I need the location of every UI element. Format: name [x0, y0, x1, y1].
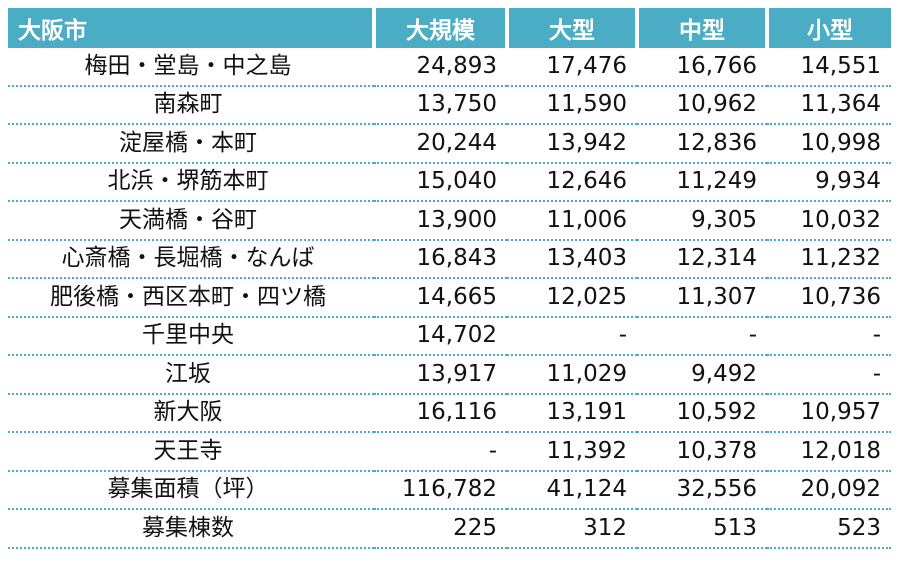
- table-row: 募集面積（坪） 116,782 41,124 32,556 20,092: [8, 470, 891, 510]
- area-name: 肥後橋・西区本町・四ツ橋: [8, 278, 374, 318]
- small-value: 10,032: [767, 201, 891, 241]
- medium-value: 12,836: [637, 124, 767, 164]
- area-name: 募集面積（坪）: [8, 470, 374, 510]
- medium-value: 10,962: [637, 85, 767, 125]
- large-scale-value: 20,244: [374, 124, 507, 164]
- table-body: 梅田・堂島・中之島 24,893 17,476 16,766 14,551 南森町 13,7…: [8, 48, 891, 549]
- medium-value: 10,378: [637, 432, 767, 472]
- table-row: 肥後橋・西区本町・四ツ橋 14,665 12,025 11,307 10,736: [8, 278, 891, 318]
- large-value: 41,124: [507, 470, 637, 510]
- header-small: 小型: [767, 8, 891, 48]
- area-name: 江坂: [8, 355, 374, 395]
- medium-value: 9,305: [637, 201, 767, 241]
- table-header-row: 大阪市 大規模 大型 中型 小型: [8, 8, 891, 48]
- small-value: 11,364: [767, 85, 891, 125]
- large-value: 11,392: [507, 432, 637, 472]
- small-value: 20,092: [767, 470, 891, 510]
- table-row: 淀屋橋・本町 20,244 13,942 12,836 10,998: [8, 124, 891, 164]
- small-value: 9,934: [767, 162, 891, 202]
- large-scale-value: -: [374, 432, 507, 472]
- large-value: 13,403: [507, 239, 637, 279]
- table-row: 天王寺 -11,392 10,378 12,018: [8, 432, 891, 472]
- large-value: 11,029: [507, 355, 637, 395]
- large-scale-value: 13,900: [374, 201, 507, 241]
- area-name: 天満橋・谷町: [8, 201, 374, 241]
- large-scale-value: 116,782: [374, 470, 507, 510]
- large-scale-value: 13,917: [374, 355, 507, 395]
- rent-table-container: 大阪市 大規模 大型 中型 小型 梅田・堂島・中之島 24,893 17,476 16…: [8, 8, 891, 549]
- small-value: 10,736: [767, 278, 891, 318]
- medium-value: 12,314: [637, 239, 767, 279]
- table-row: 募集棟数 225 312 513 523: [8, 509, 891, 549]
- medium-value: 11,307: [637, 278, 767, 318]
- table-row: 南森町 13,750 11,590 10,962 11,364: [8, 85, 891, 125]
- table-row: 北浜・堺筋本町 15,040 12,646 11,249 9,934: [8, 162, 891, 202]
- header-large-scale: 大規模: [374, 8, 509, 48]
- area-name: 千里中央: [8, 316, 374, 356]
- area-name: 北浜・堺筋本町: [8, 162, 374, 202]
- large-value: 11,590: [507, 85, 637, 125]
- small-value: -: [767, 316, 891, 356]
- large-scale-value: 16,843: [374, 239, 507, 279]
- small-value: 10,957: [767, 393, 891, 433]
- table-row: 新大阪 16,116 13,191 10,592 10,957: [8, 393, 891, 433]
- area-name: 新大阪: [8, 393, 374, 433]
- medium-value: 11,249: [637, 162, 767, 202]
- large-scale-value: 225: [374, 509, 507, 549]
- medium-value: 32,556: [637, 470, 767, 510]
- large-value: 17,476: [507, 48, 637, 87]
- small-value: 523: [767, 509, 891, 549]
- area-name: 南森町: [8, 85, 374, 125]
- area-name: 淀屋橋・本町: [8, 124, 374, 164]
- table-row: 天満橋・谷町 13,900 11,006 9,305 10,032: [8, 201, 891, 241]
- large-value: 312: [507, 509, 637, 549]
- area-name: 梅田・堂島・中之島: [8, 48, 374, 87]
- large-value: 13,942: [507, 124, 637, 164]
- large-value: 12,646: [507, 162, 637, 202]
- table-row: 心斎橋・長堀橋・なんば 16,843 13,403 12,314 11,232: [8, 239, 891, 279]
- table-row: 江坂 13,917 11,029 9,492-: [8, 355, 891, 395]
- rent-table: 大阪市 大規模 大型 中型 小型 梅田・堂島・中之島 24,893 17,476 16…: [8, 8, 891, 549]
- medium-value: 9,492: [637, 355, 767, 395]
- medium-value: 16,766: [637, 48, 767, 87]
- large-scale-value: 14,702: [374, 316, 507, 356]
- large-scale-value: 13,750: [374, 85, 507, 125]
- small-value: 14,551: [767, 48, 891, 87]
- table-row: 梅田・堂島・中之島 24,893 17,476 16,766 14,551: [8, 48, 891, 87]
- small-value: 10,998: [767, 124, 891, 164]
- large-value: 11,006: [507, 201, 637, 241]
- small-value: -: [767, 355, 891, 395]
- small-value: 11,232: [767, 239, 891, 279]
- header-large: 大型: [507, 8, 639, 48]
- header-medium: 中型: [637, 8, 769, 48]
- medium-value: 10,592: [637, 393, 767, 433]
- large-scale-value: 24,893: [374, 48, 507, 87]
- large-scale-value: 14,665: [374, 278, 507, 318]
- large-value: -: [507, 316, 637, 356]
- large-value: 13,191: [507, 393, 637, 433]
- large-scale-value: 16,116: [374, 393, 507, 433]
- small-value: 12,018: [767, 432, 891, 472]
- large-scale-value: 15,040: [374, 162, 507, 202]
- medium-value: -: [637, 316, 767, 356]
- area-name: 天王寺: [8, 432, 374, 472]
- header-area: 大阪市: [8, 8, 376, 48]
- large-value: 12,025: [507, 278, 637, 318]
- area-name: 心斎橋・長堀橋・なんば: [8, 239, 374, 279]
- table-row: 千里中央 14,702- - -: [8, 316, 891, 356]
- area-name: 募集棟数: [8, 509, 374, 549]
- medium-value: 513: [637, 509, 767, 549]
